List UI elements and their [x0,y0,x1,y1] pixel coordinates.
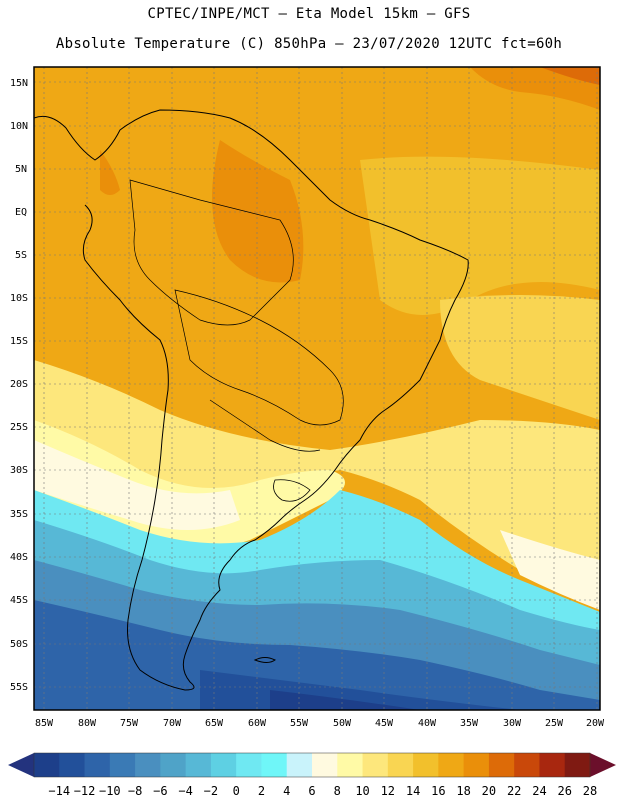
colorbar-swatch [387,753,414,777]
lat-label: EQ [15,207,27,218]
colorbar-swatch [236,753,262,777]
lon-label: 45W [375,718,394,729]
colorbar-label: 10 [355,784,369,798]
lon-label: 75W [120,718,139,729]
temperature-field [34,67,600,710]
lat-label: 30S [10,465,28,476]
lon-label: 30W [503,718,522,729]
lon-label: 85W [35,718,54,729]
lon-label: 50W [333,718,352,729]
colorbar-swatch [362,753,389,777]
lat-label: 15S [10,336,28,347]
lat-label: 5N [15,164,27,175]
chart-title-line-2: Absolute Temperature (C) 850hPa – 23/07/… [55,36,563,52]
colorbar: −14 −12 −10 −8 −6 −4 −2 0 2 4 6 8 10 12 14 16 18 20 22 24 26… [8,752,616,798]
colorbar-swatch [109,753,136,777]
lat-label: 5S [15,250,27,261]
colorbar-label: −6 [153,784,167,798]
lat-label: 20S [10,379,28,390]
colorbar-swatch [210,753,237,777]
colorbar-swatch [59,753,86,777]
lon-label: 35W [460,718,479,729]
colorbar-label: 0 [233,784,240,798]
colorbar-label: −2 [204,784,218,798]
colorbar-label: −12 [74,784,96,798]
colorbar-label: 18 [456,784,470,798]
lon-label: 70W [163,718,182,729]
colorbar-swatch [286,753,313,777]
colorbar-swatch [514,753,540,777]
colorbar-swatch [135,753,161,777]
lon-label: 55W [290,718,309,729]
lon-label: 80W [78,718,97,729]
colorbar-swatch [413,753,439,777]
colorbar-label: 4 [283,784,290,798]
lon-label: 40W [418,718,437,729]
colorbar-label: 16 [431,784,445,798]
colorbar-swatch [261,753,288,777]
colorbar-swatch [539,753,566,777]
lat-label: 15N [10,78,28,89]
colorbar-label: 2 [258,784,265,798]
colorbar-swatch [312,753,338,777]
colorbar-label: −10 [99,784,121,798]
lat-label: 10S [10,293,28,304]
colorbar-swatch [488,753,515,777]
colorbar-swatch [564,753,591,777]
colorbar-swatch [84,753,111,777]
lat-label: 40S [10,552,28,563]
lat-label: 35S [10,509,28,520]
colorbar-outline [33,752,591,778]
lat-label: 25S [10,422,28,433]
lon-label: 25W [545,718,564,729]
colorbar-label: 24 [532,784,546,798]
lon-label: 65W [205,718,224,729]
colorbar-swatch [463,753,490,777]
colorbar-label: 26 [558,784,572,798]
colorbar-swatch [185,753,212,777]
colorbar-swatch [34,753,60,777]
colorbar-label: 28 [583,784,597,798]
coastlines [34,109,469,691]
colorbar-label: −14 [48,784,70,798]
colorbar-label: 6 [308,784,315,798]
colorbar-label: 8 [334,784,341,798]
lat-label: 55S [10,682,28,693]
colorbar-swatch [438,753,465,777]
lat-lon-grid [34,67,600,710]
map-frame [33,66,601,711]
colorbar-left-arrow [8,753,34,777]
latitude-labels: 15N 10N 5N EQ 5S 10S 15S 20S 25S 30S 35S… [10,78,28,693]
lon-label: 20W [586,718,605,729]
lon-label: 60W [248,718,267,729]
colorbar-label: −8 [128,784,142,798]
colorbar-label: 20 [482,784,496,798]
lat-label: 50S [10,639,28,650]
colorbar-swatch [160,753,187,777]
colorbar-label: 12 [381,784,395,798]
lat-label: 45S [10,595,28,606]
colorbar-swatch [337,753,364,777]
lat-label: 10N [10,121,28,132]
colorbar-right-arrow [590,753,616,777]
longitude-labels: 85W 80W 75W 70W 65W 60W 55W 50W 45W 40W … [35,718,605,729]
chart-title-line-1: CPTEC/INPE/MCT – Eta Model 15km – GFS [147,6,471,22]
colorbar-label: −4 [178,784,192,798]
colorbar-label: 14 [406,784,420,798]
colorbar-label: 22 [507,784,521,798]
